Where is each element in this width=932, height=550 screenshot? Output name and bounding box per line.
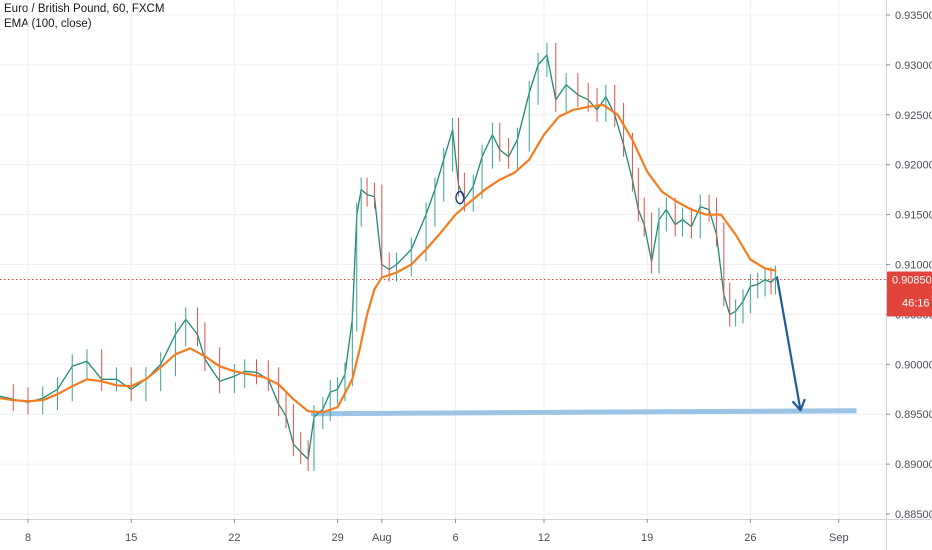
price-tick-label: 0.89000 bbox=[895, 459, 932, 471]
price-tick-label: 0.90000 bbox=[895, 359, 932, 371]
time-tick-label: 6 bbox=[452, 532, 458, 544]
time-tick-label: 15 bbox=[125, 532, 137, 544]
price-tick-label: 0.88500 bbox=[895, 509, 932, 521]
current-price-badge bbox=[887, 271, 932, 289]
price-series-line bbox=[0, 54, 776, 460]
time-tick-label: 29 bbox=[331, 532, 343, 544]
price-tick-label: 0.92500 bbox=[895, 110, 932, 122]
time-tick-label: 19 bbox=[641, 532, 653, 544]
indicator-label: EMA (100, close) bbox=[4, 18, 92, 30]
time-tick-label: Sep bbox=[829, 532, 849, 544]
symbol-title: Euro / British Pound, 60, FXCM bbox=[4, 3, 165, 15]
time-tick-label: 26 bbox=[744, 532, 756, 544]
support-line[interactable] bbox=[311, 408, 857, 417]
projection-arrow-head bbox=[791, 398, 806, 412]
projection-arrow-shaft[interactable] bbox=[775, 276, 802, 411]
price-tick-label: 0.91500 bbox=[895, 210, 932, 222]
countdown-value: 46:16 bbox=[902, 297, 930, 309]
price-tick-label: 0.89500 bbox=[895, 409, 932, 421]
circle-marker[interactable] bbox=[455, 190, 465, 205]
time-tick-label: Aug bbox=[372, 532, 392, 544]
countdown-badge bbox=[887, 288, 932, 317]
current-price-value: 0.90850 bbox=[892, 274, 932, 286]
price-tick-label: 0.93500 bbox=[895, 10, 932, 22]
price-tick-label: 0.93000 bbox=[895, 60, 932, 72]
time-tick-label: 12 bbox=[538, 532, 550, 544]
price-tick-label: 0.92000 bbox=[895, 160, 932, 172]
ema-line bbox=[0, 103, 777, 414]
time-tick-label: 22 bbox=[228, 532, 240, 544]
price-tick-label: 0.91000 bbox=[895, 259, 932, 271]
chart-legend: Euro / British Pound, 60, FXCM EMA (100,… bbox=[4, 2, 164, 32]
time-tick-label: 8 bbox=[25, 532, 31, 544]
